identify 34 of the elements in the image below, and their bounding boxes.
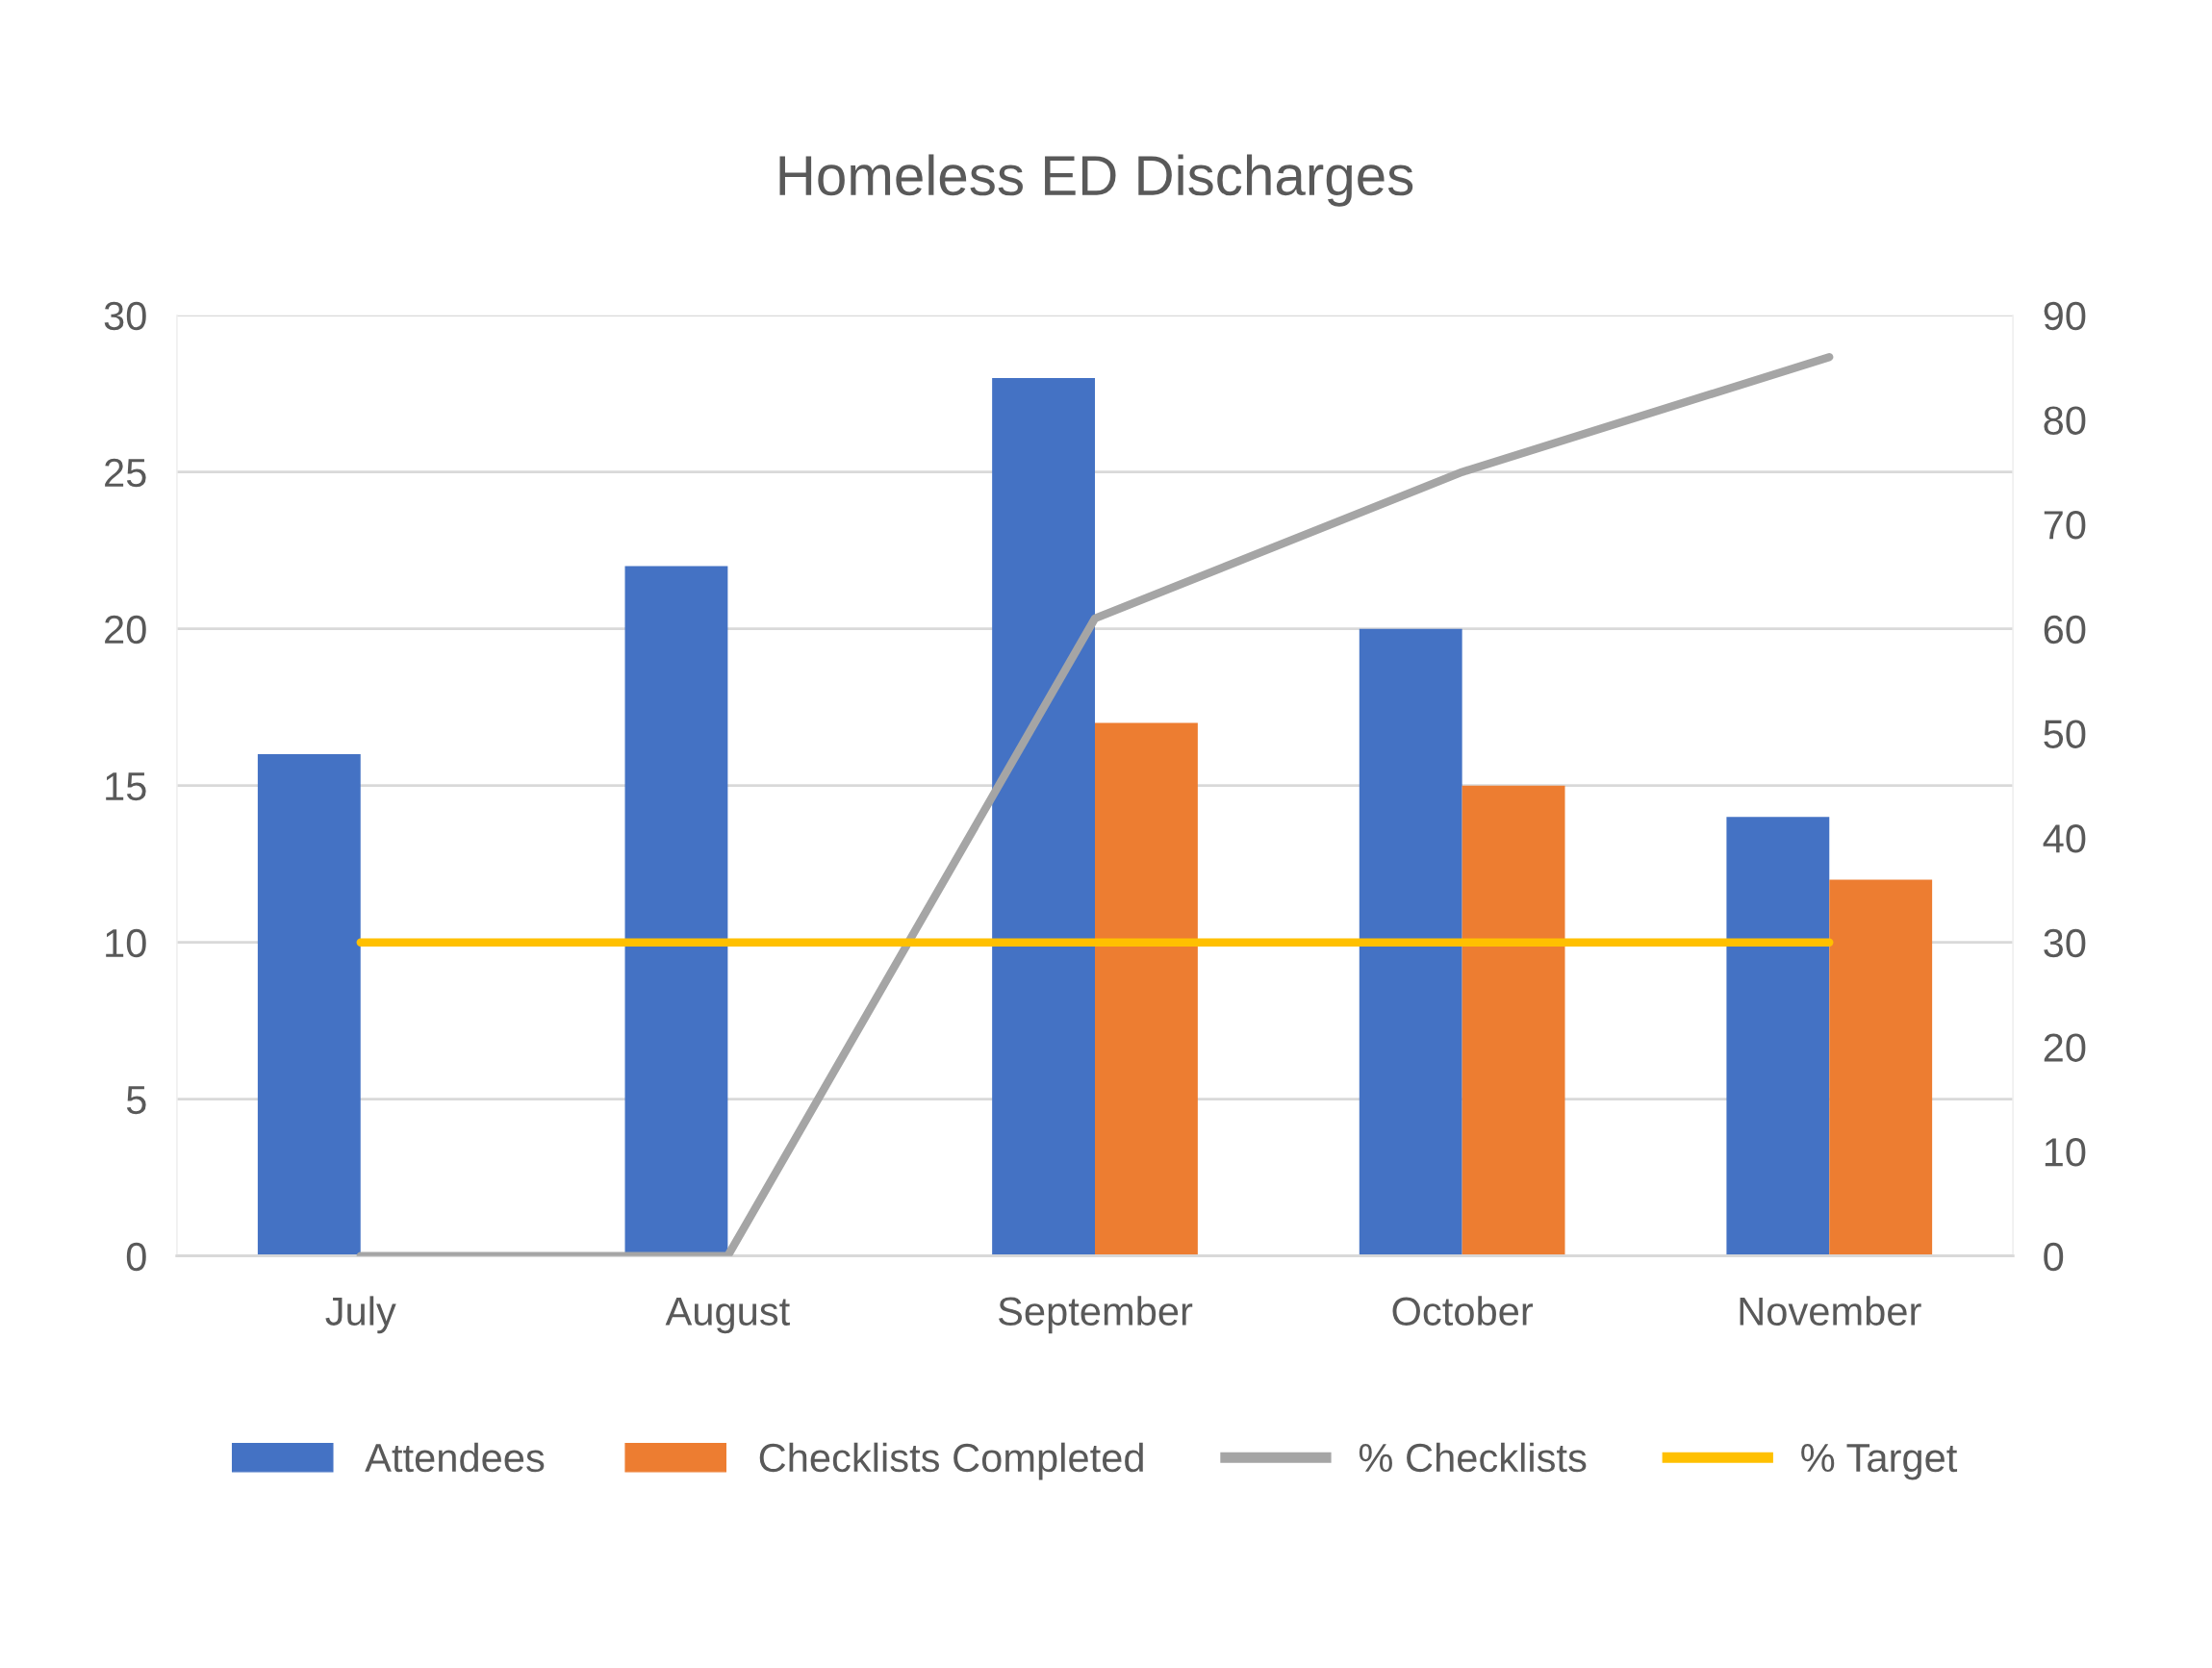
y2-tick-label: 0 <box>2044 1242 2064 1272</box>
y2-tick-label: 60 <box>2044 615 2086 644</box>
legend-label: Attendees <box>365 1442 545 1473</box>
bar <box>1359 628 1462 1256</box>
y-tick-label: 10 <box>106 928 146 958</box>
x-tick-label: November <box>1740 1296 1921 1326</box>
legend-label: % Target <box>1801 1443 1958 1480</box>
y2-tick-label: 40 <box>2043 824 2086 853</box>
y-tick-label: 0 <box>126 1242 146 1272</box>
y-tick-label: 15 <box>106 772 146 801</box>
bar <box>257 754 361 1256</box>
y2-tick-label: 20 <box>2044 1033 2086 1062</box>
legend-label: % Checklists <box>1359 1442 1587 1473</box>
y2-tick-label: 30 <box>2044 928 2086 958</box>
bar <box>1829 879 1933 1256</box>
x-tick-label: August <box>665 1297 790 1334</box>
y-tick-label: 5 <box>126 1086 146 1115</box>
y-tick-label: 20 <box>105 615 146 644</box>
x-tick-label: July <box>325 1296 396 1334</box>
chart-title: Homeless ED Discharges <box>779 154 1413 207</box>
y2-tick-label: 70 <box>2044 511 2086 540</box>
y-tick-label: 25 <box>105 458 146 488</box>
y2-tick-label: 80 <box>2044 406 2086 435</box>
bar <box>992 377 1095 1256</box>
x-tick-label: October <box>1392 1296 1534 1326</box>
y-tick-label: 30 <box>104 301 146 331</box>
bar <box>1095 722 1198 1256</box>
bar <box>1726 817 1830 1256</box>
y2-tick-label: 10 <box>2045 1138 2086 1167</box>
y2-tick-label: 50 <box>2044 720 2086 748</box>
legend-label: Checklists Completed <box>759 1442 1143 1480</box>
y2-tick-label: 90 <box>2044 301 2086 331</box>
x-tick-label: September <box>999 1296 1193 1334</box>
bar <box>1462 785 1565 1256</box>
